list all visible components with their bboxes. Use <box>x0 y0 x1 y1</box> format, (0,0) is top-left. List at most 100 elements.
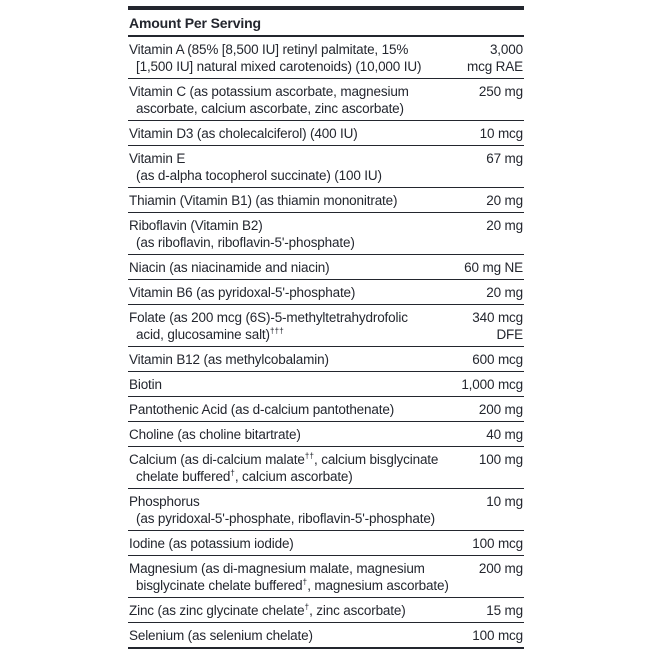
nutrient-name: Iodine (as potassium iodide) <box>129 535 464 552</box>
nutrient-amount-value: 600 mcg <box>472 352 523 367</box>
nutrient-amount-value: 40 mg <box>486 427 523 442</box>
nutrient-row: Riboflavin (Vitamin B2) (as riboflavin, … <box>128 213 524 255</box>
nutrient-name-line1: Folate (as 200 mcg (6S)-5-methyltetrahyd… <box>129 310 408 325</box>
nutrient-row: Vitamin C (as potassium ascorbate, magne… <box>128 79 524 121</box>
nutrient-row: Selenium (as selenium chelate) 100 mcg <box>128 623 524 649</box>
nutrient-amount-unit: DFE <box>496 327 523 342</box>
nutrient-row: Vitamin B12 (as methylcobalamin) 600 mcg <box>128 347 524 372</box>
nutrient-amount: 1,000 mcg <box>453 376 523 393</box>
nutrient-row: Folate (as 200 mcg (6S)-5-methyltetrahyd… <box>128 305 524 347</box>
nutrient-row: Vitamin B6 (as pyridoxal-5'-phosphate) 2… <box>128 280 524 305</box>
nutrient-amount-value: 250 mg <box>478 84 523 99</box>
nutrient-row: Vitamin A (85% [8,500 IU] retinyl palmit… <box>128 37 524 79</box>
nutrient-row: Magnesium (as di-magnesium malate, magne… <box>128 556 524 598</box>
nutrient-name-line1: Magnesium (as di-magnesium malate, magne… <box>129 561 425 576</box>
nutrient-row: Thiamin (Vitamin B1) (as thiamin mononit… <box>128 188 524 213</box>
nutrient-name-line2: (as pyridoxal-5'-phosphate, riboflavin-5… <box>136 511 436 526</box>
nutrient-name-line1: Vitamin E <box>129 151 186 166</box>
table-top-bar <box>128 6 524 10</box>
nutrient-name: Vitamin C (as potassium ascorbate, magne… <box>129 83 471 117</box>
nutrient-amount: 15 mg <box>478 602 523 619</box>
nutrient-amount-value: 1,000 mcg <box>461 377 523 392</box>
nutrient-name-line1: Riboflavin (Vitamin B2) <box>129 218 263 233</box>
nutrient-amount-value: 340 mcg <box>472 310 523 325</box>
nutrient-name-line2: (as riboflavin, riboflavin-5'-phosphate) <box>136 235 355 250</box>
nutrient-name: Zinc (as zinc glycinate chelate†, zinc a… <box>129 602 478 619</box>
nutrient-amount: 340 mcg DFE <box>464 309 523 343</box>
nutrient-amount-value: 60 mg NE <box>464 260 523 275</box>
nutrient-name-line2: acid, glucosamine salt)††† <box>136 325 284 342</box>
nutrient-amount: 20 mg <box>478 192 523 209</box>
nutrient-name-line2: [1,500 IU] natural mixed carotenoids) (1… <box>136 59 422 74</box>
nutrient-amount: 20 mg <box>478 217 523 234</box>
nutrient-amount-value: 67 mg <box>486 151 523 166</box>
nutrient-name: Vitamin B6 (as pyridoxal-5'-phosphate) <box>129 284 478 301</box>
nutrient-amount-unit: mcg RAE <box>467 59 523 74</box>
nutrient-row: Phosphorus (as pyridoxal-5'-phosphate, r… <box>128 489 524 531</box>
nutrient-amount-value: 200 mg <box>478 561 523 576</box>
nutrient-name-line1: Phosphorus <box>129 494 200 509</box>
nutrient-name: Vitamin D3 (as cholecalciferol) (400 IU) <box>129 125 472 142</box>
nutrient-row: Pantothenic Acid (as d-calcium pantothen… <box>128 397 524 422</box>
nutrient-name-line2: ascorbate, calcium ascorbate, zinc ascor… <box>136 101 404 116</box>
nutrient-name-line2: bisglycinate chelate buffered†, magnesiu… <box>136 576 449 593</box>
nutrient-name: Phosphorus (as pyridoxal-5'-phosphate, r… <box>129 493 478 527</box>
nutrient-name-line1: Vitamin A (85% [8,500 IU] retinyl palmit… <box>129 42 409 57</box>
nutrient-name: Thiamin (Vitamin B1) (as thiamin mononit… <box>129 192 478 209</box>
nutrient-amount-value: 100 mcg <box>472 536 523 551</box>
nutrient-amount: 200 mg <box>471 401 523 418</box>
nutrient-name: Choline (as choline bitartrate) <box>129 426 478 443</box>
nutrient-amount: 100 mg <box>471 451 523 468</box>
nutrient-amount-value: 20 mg <box>486 218 523 233</box>
nutrient-amount: 3,000 mcg RAE <box>459 41 523 75</box>
nutrient-name-line1: Zinc (as zinc glycinate chelate†, zinc a… <box>129 601 406 618</box>
nutrient-amount-value: 10 mg <box>486 494 523 509</box>
nutrient-amount-value: 20 mg <box>486 285 523 300</box>
nutrient-amount: 200 mg <box>471 560 523 577</box>
amount-per-serving-heading: Amount Per Serving <box>129 15 261 31</box>
nutrient-amount: 20 mg <box>478 284 523 301</box>
nutrient-name: Niacin (as niacinamide and niacin) <box>129 259 456 276</box>
nutrient-row: Biotin 1,000 mcg <box>128 372 524 397</box>
nutrient-name-line1: Vitamin B6 (as pyridoxal-5'-phosphate) <box>129 285 356 300</box>
nutrient-amount-value: 3,000 <box>489 42 523 57</box>
nutrient-name: Selenium (as selenium chelate) <box>129 627 464 644</box>
nutrient-amount: 67 mg <box>478 150 523 167</box>
nutrient-amount-value: 200 mg <box>478 402 523 417</box>
nutrient-row: Niacin (as niacinamide and niacin) 60 mg… <box>128 255 524 280</box>
nutrient-amount-value: 100 mg <box>478 452 523 467</box>
nutrient-name-line1: Selenium (as selenium chelate) <box>129 628 313 643</box>
nutrient-name: Vitamin B12 (as methylcobalamin) <box>129 351 464 368</box>
nutrient-row: Zinc (as zinc glycinate chelate†, zinc a… <box>128 598 524 623</box>
table-header: Amount Per Serving <box>128 10 524 37</box>
nutrient-amount-value: 100 mcg <box>472 628 523 643</box>
nutrient-amount: 40 mg <box>478 426 523 443</box>
nutrient-row: Vitamin D3 (as cholecalciferol) (400 IU)… <box>128 121 524 146</box>
nutrient-amount: 250 mg <box>471 83 523 100</box>
nutrient-amount: 10 mcg <box>472 125 524 142</box>
nutrient-amount-value: 20 mg <box>486 193 523 208</box>
nutrient-name: Biotin <box>129 376 453 393</box>
nutrient-name-line1: Biotin <box>129 377 162 392</box>
nutrient-name: Folate (as 200 mcg (6S)-5-methyltetrahyd… <box>129 309 464 343</box>
nutrient-name-line1: Thiamin (Vitamin B1) (as thiamin mononit… <box>129 193 398 208</box>
nutrient-name-line1: Vitamin C (as potassium ascorbate, magne… <box>129 84 409 99</box>
nutrient-name-line2: (as d-alpha tocopherol succinate) (100 I… <box>136 168 382 183</box>
nutrient-amount: 60 mg NE <box>456 259 523 276</box>
nutrient-amount: 100 mcg <box>464 627 523 644</box>
nutrient-name-line1: Calcium (as di-calcium malate††, calcium… <box>129 450 439 467</box>
nutrient-name: Pantothenic Acid (as d-calcium pantothen… <box>129 401 471 418</box>
nutrient-name-line1: Vitamin B12 (as methylcobalamin) <box>129 352 329 367</box>
nutrient-row: Choline (as choline bitartrate) 40 mg <box>128 422 524 447</box>
nutrient-name-line1: Iodine (as potassium iodide) <box>129 536 294 551</box>
nutrient-amount-value: 15 mg <box>486 603 523 618</box>
nutrient-rows: Vitamin A (85% [8,500 IU] retinyl palmit… <box>128 37 524 649</box>
nutrient-name-line1: Vitamin D3 (as cholecalciferol) (400 IU) <box>129 126 358 141</box>
nutrient-row: Vitamin E (as d-alpha tocopherol succina… <box>128 146 524 188</box>
nutrient-row: Calcium (as di-calcium malate††, calcium… <box>128 447 524 489</box>
nutrient-name: Vitamin E (as d-alpha tocopherol succina… <box>129 150 478 184</box>
nutrient-name: Magnesium (as di-magnesium malate, magne… <box>129 560 471 594</box>
nutrient-amount: 10 mg <box>478 493 523 510</box>
nutrient-amount-value: 10 mcg <box>479 126 524 141</box>
nutrient-name-line1: Niacin (as niacinamide and niacin) <box>129 260 330 275</box>
